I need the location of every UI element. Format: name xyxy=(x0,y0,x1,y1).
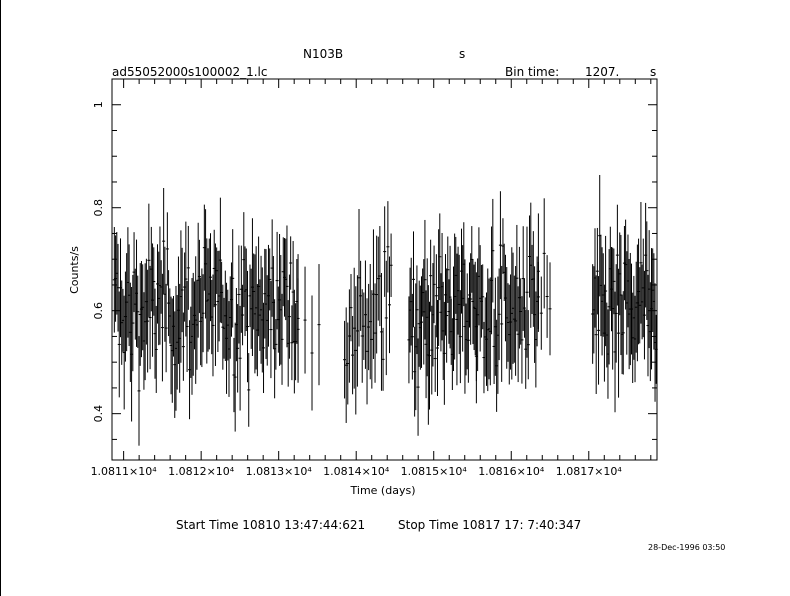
header-unit: s xyxy=(459,47,466,61)
x-tick-label: 1.0811×10⁴ xyxy=(91,465,158,478)
x-tick-label: 1.0814×10⁴ xyxy=(323,465,390,478)
y-axis-label: Counts/s xyxy=(68,246,81,294)
y-tick-label: 0.4 xyxy=(92,405,105,423)
x-tick-label: 1.0817×10⁴ xyxy=(556,465,623,478)
x-tick-label: 1.0812×10⁴ xyxy=(168,465,235,478)
x-tick-label: 1.0813×10⁴ xyxy=(246,465,313,478)
stop-time: Stop Time 10817 17: 7:40:347 xyxy=(398,518,582,532)
bin-time-value: 1207. xyxy=(585,65,620,79)
plot-frame xyxy=(111,78,658,461)
data-points xyxy=(112,174,658,446)
x-tick-label: 1.0816×10⁴ xyxy=(478,465,545,478)
y-tick-label: 1 xyxy=(92,101,105,108)
timestamp: 28-Dec-1996 03:50 xyxy=(648,543,726,552)
filename: ad55052000s100002_1.lc xyxy=(112,65,268,79)
start-time: Start Time 10810 13:47:44:621 xyxy=(176,518,366,532)
bin-time-label: Bin time: xyxy=(505,65,560,79)
y-tick-label: 0.6 xyxy=(92,302,105,320)
x-tick-label: 1.0815×10⁴ xyxy=(401,465,468,478)
y-tick-label: 0.8 xyxy=(92,199,105,217)
axis-ticks xyxy=(112,79,657,460)
x-axis-label: Time (days) xyxy=(350,484,416,497)
object-name: N103B xyxy=(303,47,344,61)
bin-time-unit: s xyxy=(650,65,657,79)
left-border xyxy=(0,0,1,596)
axis-tick-labels: 1.0811×10⁴ 1.0812×10⁴ 1.0813×10⁴ 1.0814×10⁴… xyxy=(91,101,623,478)
